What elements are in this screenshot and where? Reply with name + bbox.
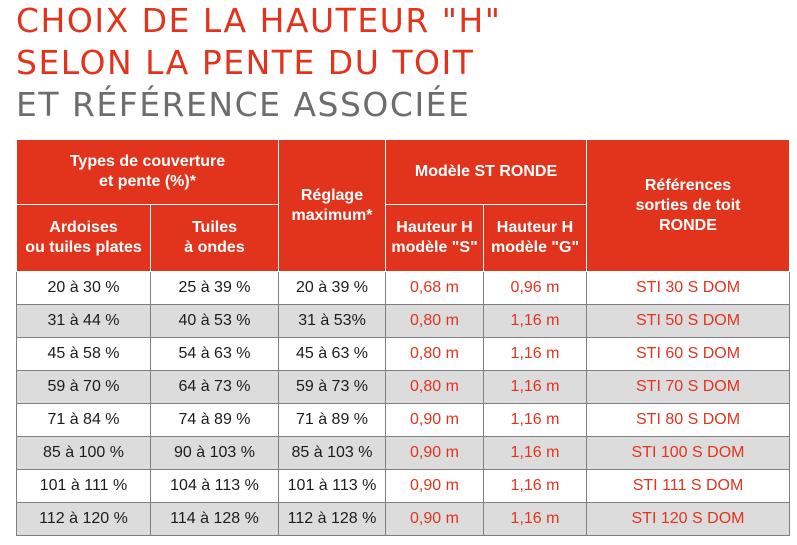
header-types-couverture: Types de couverture et pente (%)* bbox=[16, 139, 279, 205]
table-row: 31 à 44 % 40 à 53 % 31 à 53% 0,80 m 1,16… bbox=[16, 304, 791, 338]
cell-ardoises: 101 à 111 % bbox=[16, 469, 151, 503]
cell-tuiles: 25 à 39 % bbox=[150, 271, 279, 305]
header-ardoises: Ardoises ou tuiles plates bbox=[16, 204, 151, 272]
cell-reference: STI 50 S DOM bbox=[586, 304, 791, 338]
cell-hauteur-s: 0,90 m bbox=[385, 436, 484, 470]
cell-hauteur-s: 0,90 m bbox=[385, 403, 484, 437]
cell-hauteur-g: 1,16 m bbox=[482, 436, 588, 470]
cell-reference: STI 70 S DOM bbox=[586, 370, 791, 404]
cell-hauteur-g: 1,16 m bbox=[482, 502, 588, 536]
cell-hauteur-s: 0,80 m bbox=[385, 337, 484, 371]
table-header: Types de couverture et pente (%)* Réglag… bbox=[16, 139, 791, 272]
cell-hauteur-s: 0,90 m bbox=[385, 469, 484, 503]
title-line-3: ET RÉFÉRENCE ASSOCIÉE bbox=[16, 85, 471, 124]
cell-reference: STI 30 S DOM bbox=[586, 271, 791, 305]
cell-ardoises: 85 à 100 % bbox=[16, 436, 151, 470]
cell-tuiles: 54 à 63 % bbox=[150, 337, 279, 371]
cell-reference: STI 60 S DOM bbox=[586, 337, 791, 371]
table-row: 71 à 84 % 74 à 89 % 71 à 89 % 0,90 m 1,1… bbox=[16, 403, 791, 437]
table-row: 59 à 70 % 64 à 73 % 59 à 73 % 0,80 m 1,1… bbox=[16, 370, 791, 404]
cell-hauteur-g: 1,16 m bbox=[482, 403, 588, 437]
title-line-2: SELON LA PENTE DU TOIT bbox=[16, 43, 475, 82]
cell-hauteur-s: 0,68 m bbox=[385, 271, 484, 305]
cell-reglage: 85 à 103 % bbox=[278, 436, 386, 470]
cell-reference: STI 100 S DOM bbox=[586, 436, 791, 470]
cell-hauteur-g: 1,16 m bbox=[482, 304, 588, 338]
cell-tuiles: 104 à 113 % bbox=[150, 469, 279, 503]
cell-tuiles: 90 à 103 % bbox=[150, 436, 279, 470]
cell-reglage: 71 à 89 % bbox=[278, 403, 386, 437]
cell-ardoises: 20 à 30 % bbox=[16, 271, 151, 305]
cell-ardoises: 71 à 84 % bbox=[16, 403, 151, 437]
cell-reglage: 20 à 39 % bbox=[278, 271, 386, 305]
cell-reference: STI 111 S DOM bbox=[586, 469, 791, 503]
cell-tuiles: 114 à 128 % bbox=[150, 502, 279, 536]
cell-reglage: 31 à 53% bbox=[278, 304, 386, 338]
cell-reglage: 59 à 73 % bbox=[278, 370, 386, 404]
cell-ardoises: 112 à 120 % bbox=[16, 502, 151, 536]
cell-hauteur-s: 0,90 m bbox=[385, 502, 484, 536]
table-row: 20 à 30 % 25 à 39 % 20 à 39 % 0,68 m 0,9… bbox=[16, 271, 791, 305]
cell-hauteur-g: 1,16 m bbox=[482, 337, 588, 371]
table-row: 85 à 100 % 90 à 103 % 85 à 103 % 0,90 m … bbox=[16, 436, 791, 470]
cell-reglage: 45 à 63 % bbox=[278, 337, 386, 371]
header-hauteur-s: Hauteur H modèle "S" bbox=[385, 204, 484, 272]
title-line-1: CHOIX DE LA HAUTEUR "H" bbox=[16, 1, 502, 40]
cell-tuiles: 40 à 53 % bbox=[150, 304, 279, 338]
cell-ardoises: 59 à 70 % bbox=[16, 370, 151, 404]
cell-ardoises: 45 à 58 % bbox=[16, 337, 151, 371]
header-hauteur-g: Hauteur H modèle "G" bbox=[482, 204, 588, 272]
cell-reference: STI 80 S DOM bbox=[586, 403, 791, 437]
table-row: 112 à 120 % 114 à 128 % 112 à 128 % 0,90… bbox=[16, 502, 791, 536]
cell-reference: STI 120 S DOM bbox=[586, 502, 791, 536]
cell-reglage: 112 à 128 % bbox=[278, 502, 386, 536]
table-row: 101 à 111 % 104 à 113 % 101 à 113 % 0,90… bbox=[16, 469, 791, 503]
cell-tuiles: 64 à 73 % bbox=[150, 370, 279, 404]
header-references: Références sorties de toit RONDE bbox=[586, 139, 791, 272]
cell-hauteur-s: 0,80 m bbox=[385, 304, 484, 338]
cell-hauteur-s: 0,80 m bbox=[385, 370, 484, 404]
header-tuiles: Tuiles à ondes bbox=[150, 204, 279, 272]
cell-reglage: 101 à 113 % bbox=[278, 469, 386, 503]
reference-table: Types de couverture et pente (%)* Réglag… bbox=[16, 139, 791, 536]
table-row: 45 à 58 % 54 à 63 % 45 à 63 % 0,80 m 1,1… bbox=[16, 337, 791, 371]
cell-hauteur-g: 0,96 m bbox=[482, 271, 588, 305]
cell-ardoises: 31 à 44 % bbox=[16, 304, 151, 338]
cell-tuiles: 74 à 89 % bbox=[150, 403, 279, 437]
page-title: CHOIX DE LA HAUTEUR "H" SELON LA PENTE D… bbox=[16, 0, 501, 126]
table-body: 20 à 30 % 25 à 39 % 20 à 39 % 0,68 m 0,9… bbox=[16, 271, 791, 536]
header-reglage-maximum: Réglage maximum* bbox=[278, 139, 386, 272]
header-modele-st-ronde: Modèle ST RONDE bbox=[384, 139, 588, 205]
cell-hauteur-g: 1,16 m bbox=[482, 469, 588, 503]
cell-hauteur-g: 1,16 m bbox=[482, 370, 588, 404]
